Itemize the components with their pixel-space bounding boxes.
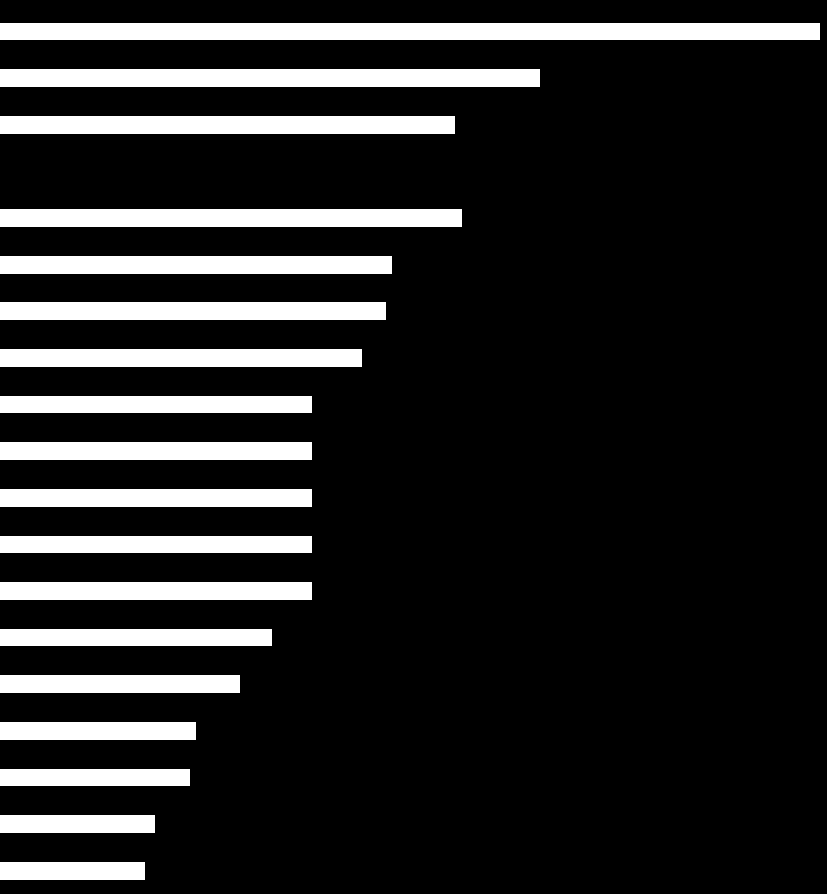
Bar: [0, 71, 539, 88]
Bar: [0, 815, 155, 833]
Bar: [0, 117, 455, 135]
Bar: [0, 350, 361, 367]
Bar: [0, 303, 385, 321]
Bar: [0, 536, 312, 553]
Bar: [0, 769, 189, 787]
Bar: [0, 489, 312, 507]
Bar: [0, 396, 312, 414]
Bar: [0, 583, 312, 600]
Bar: [0, 257, 391, 274]
Bar: [0, 629, 272, 646]
Bar: [0, 862, 145, 880]
Bar: [0, 24, 819, 41]
Bar: [0, 210, 461, 228]
Bar: [0, 676, 240, 694]
Bar: [0, 443, 312, 460]
Bar: [0, 722, 196, 740]
